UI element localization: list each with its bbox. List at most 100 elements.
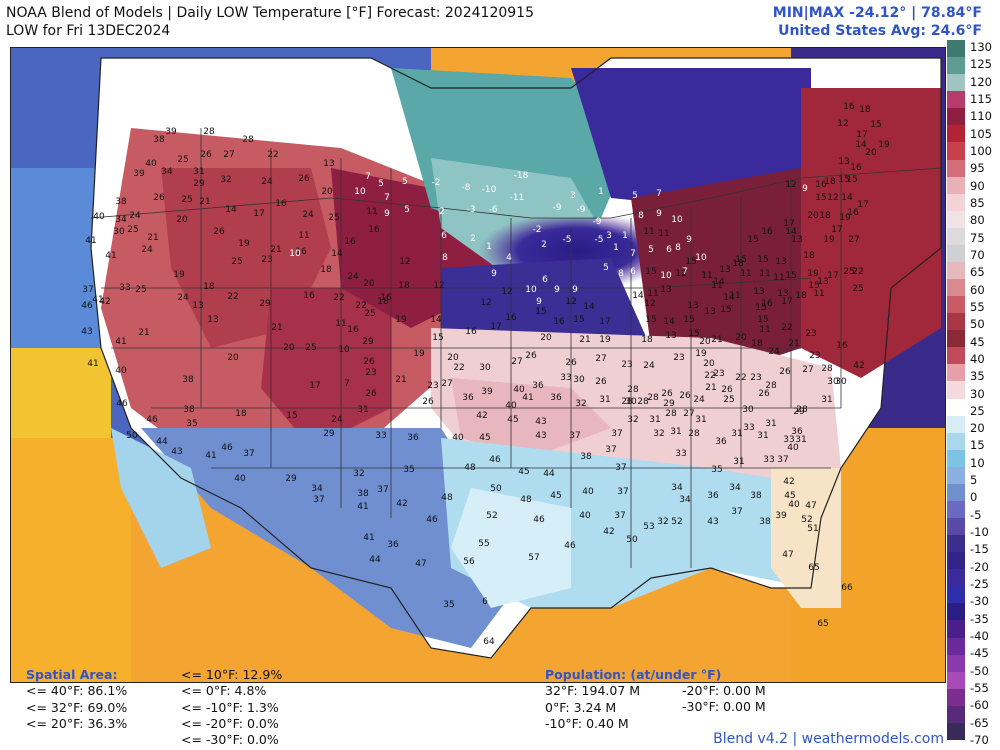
- temperature-value: 32: [657, 517, 668, 527]
- temperature-value: 5: [632, 191, 638, 201]
- temperature-value: 17: [490, 322, 501, 332]
- temperature-value: -8: [462, 183, 471, 193]
- temperature-value: 29: [362, 337, 374, 347]
- temperature-value: 11: [773, 273, 784, 283]
- temperature-value: 25: [305, 343, 316, 353]
- temperature-value: 52: [671, 517, 682, 527]
- temperature-value: 31: [731, 429, 742, 439]
- colorbar-tick-label: 50: [970, 317, 985, 332]
- temperature-value: 15: [747, 235, 758, 245]
- colorbar-segment: [947, 483, 965, 502]
- colorbar-segment: [947, 637, 965, 656]
- temperature-value: 9: [491, 269, 497, 279]
- temperature-value: 25: [723, 395, 734, 405]
- colorbar-segment: [947, 671, 965, 690]
- temperature-value: 46: [564, 541, 576, 551]
- temperature-value: 27: [595, 354, 606, 364]
- temperature-value: 42: [853, 361, 864, 371]
- colorbar-tick-label: 45: [970, 334, 985, 349]
- temperature-value: 26: [200, 150, 212, 160]
- temperature-value: 33: [375, 431, 386, 441]
- temperature-value: 15: [720, 305, 731, 315]
- temperature-value: 41: [85, 236, 96, 246]
- temperature-value: 38: [580, 452, 592, 462]
- temperature-value: 31: [733, 457, 744, 467]
- colorbar-tick-label: 70: [970, 247, 985, 262]
- temperature-value: 13: [192, 301, 203, 311]
- temperature-value: 26: [365, 389, 377, 399]
- colorbar-tick-label: 65: [970, 265, 985, 280]
- temperature-value: 38: [750, 491, 762, 501]
- temperature-value: 45: [550, 491, 561, 501]
- temperature-value: 21: [199, 197, 210, 207]
- temperature-value: 24: [643, 361, 655, 371]
- temperature-value: 15: [808, 281, 819, 291]
- colorbar-tick-label: 0: [970, 490, 978, 505]
- temperature-value: 29: [193, 179, 205, 189]
- colorbar-tick-label: -10: [970, 525, 989, 540]
- temperature-value: 46: [489, 455, 501, 465]
- temperature-value: 14: [855, 140, 867, 150]
- temperature-value: 48: [464, 463, 476, 473]
- temperature-value: 16: [380, 293, 392, 303]
- temperature-value: 9: [686, 235, 692, 245]
- temperature-value: 38: [759, 517, 771, 527]
- temperature-value: 45: [479, 433, 490, 443]
- colorbar-tick-label: 40: [970, 351, 985, 366]
- temperature-value: 26: [758, 389, 770, 399]
- colorbar-segment: [947, 347, 965, 365]
- temperature-value: 34: [679, 495, 691, 505]
- colorbar-segment: [947, 176, 965, 195]
- colorbar-segment: [947, 57, 965, 75]
- temperature-value: 13: [719, 265, 730, 275]
- temperature-value: 8: [442, 253, 448, 263]
- temperature-value: 31: [193, 167, 204, 177]
- temperature-value: 26: [779, 367, 791, 377]
- temperature-value: 21: [270, 245, 281, 255]
- temperature-value: 33: [763, 455, 774, 465]
- temperature-value: 13: [753, 287, 764, 297]
- temperature-value: 24: [129, 211, 141, 221]
- temperature-value: 33: [675, 449, 686, 459]
- temperature-value: 16: [295, 247, 307, 257]
- temperature-value: 21: [271, 323, 282, 333]
- temperature-value: 22: [735, 373, 746, 383]
- temperature-value: 16: [761, 227, 773, 237]
- map-subtitle: LOW for Fri 13DEC2024: [6, 23, 171, 39]
- temperature-value: 24: [768, 347, 780, 357]
- temperature-value: 22: [852, 267, 863, 277]
- temperature-value: 36: [532, 381, 544, 391]
- temperature-value: 41: [87, 359, 98, 369]
- temperature-value: 5: [603, 263, 609, 273]
- temperature-value: 27: [441, 379, 452, 389]
- temperature-value: 33: [560, 373, 571, 383]
- temperature-value: 11: [813, 289, 824, 299]
- colorbar-segment: [947, 552, 965, 570]
- temperature-value: 13: [665, 331, 676, 341]
- temperature-value: 13: [704, 307, 715, 317]
- temperature-value: 37: [611, 429, 622, 439]
- temperature-value: 15: [846, 175, 857, 185]
- temperature-value: 15: [286, 411, 297, 421]
- colorbar-tick-label: -35: [970, 611, 989, 626]
- colorbar-segment: [947, 74, 965, 92]
- temperature-map[interactable]: 28 28 22 26 27 25 31 32 24 38 39 40 39 34 29 26 25 21 38 34…: [10, 47, 946, 683]
- temperature-value: 15: [645, 267, 656, 277]
- temperature-value: 52: [486, 511, 497, 521]
- temperature-value: 18: [795, 291, 807, 301]
- northeast-canada-cold: [571, 68, 811, 208]
- temperature-value: 46: [426, 515, 438, 525]
- temperature-value: 64: [483, 637, 495, 647]
- colorbar-segment: [947, 722, 965, 741]
- temperature-value: -5: [595, 235, 604, 245]
- temperature-value: 26: [525, 351, 537, 361]
- temperature-value: 36: [707, 491, 719, 501]
- temperature-value: 46: [221, 443, 233, 453]
- temperature-value: 24: [141, 245, 153, 255]
- temperature-value: 10: [338, 345, 350, 355]
- temperature-value: 32: [575, 399, 586, 409]
- temperature-value: 19: [173, 270, 185, 280]
- temperature-value: 42: [783, 477, 794, 487]
- temperature-value: 20: [447, 353, 459, 363]
- temperature-value: 34: [161, 167, 173, 177]
